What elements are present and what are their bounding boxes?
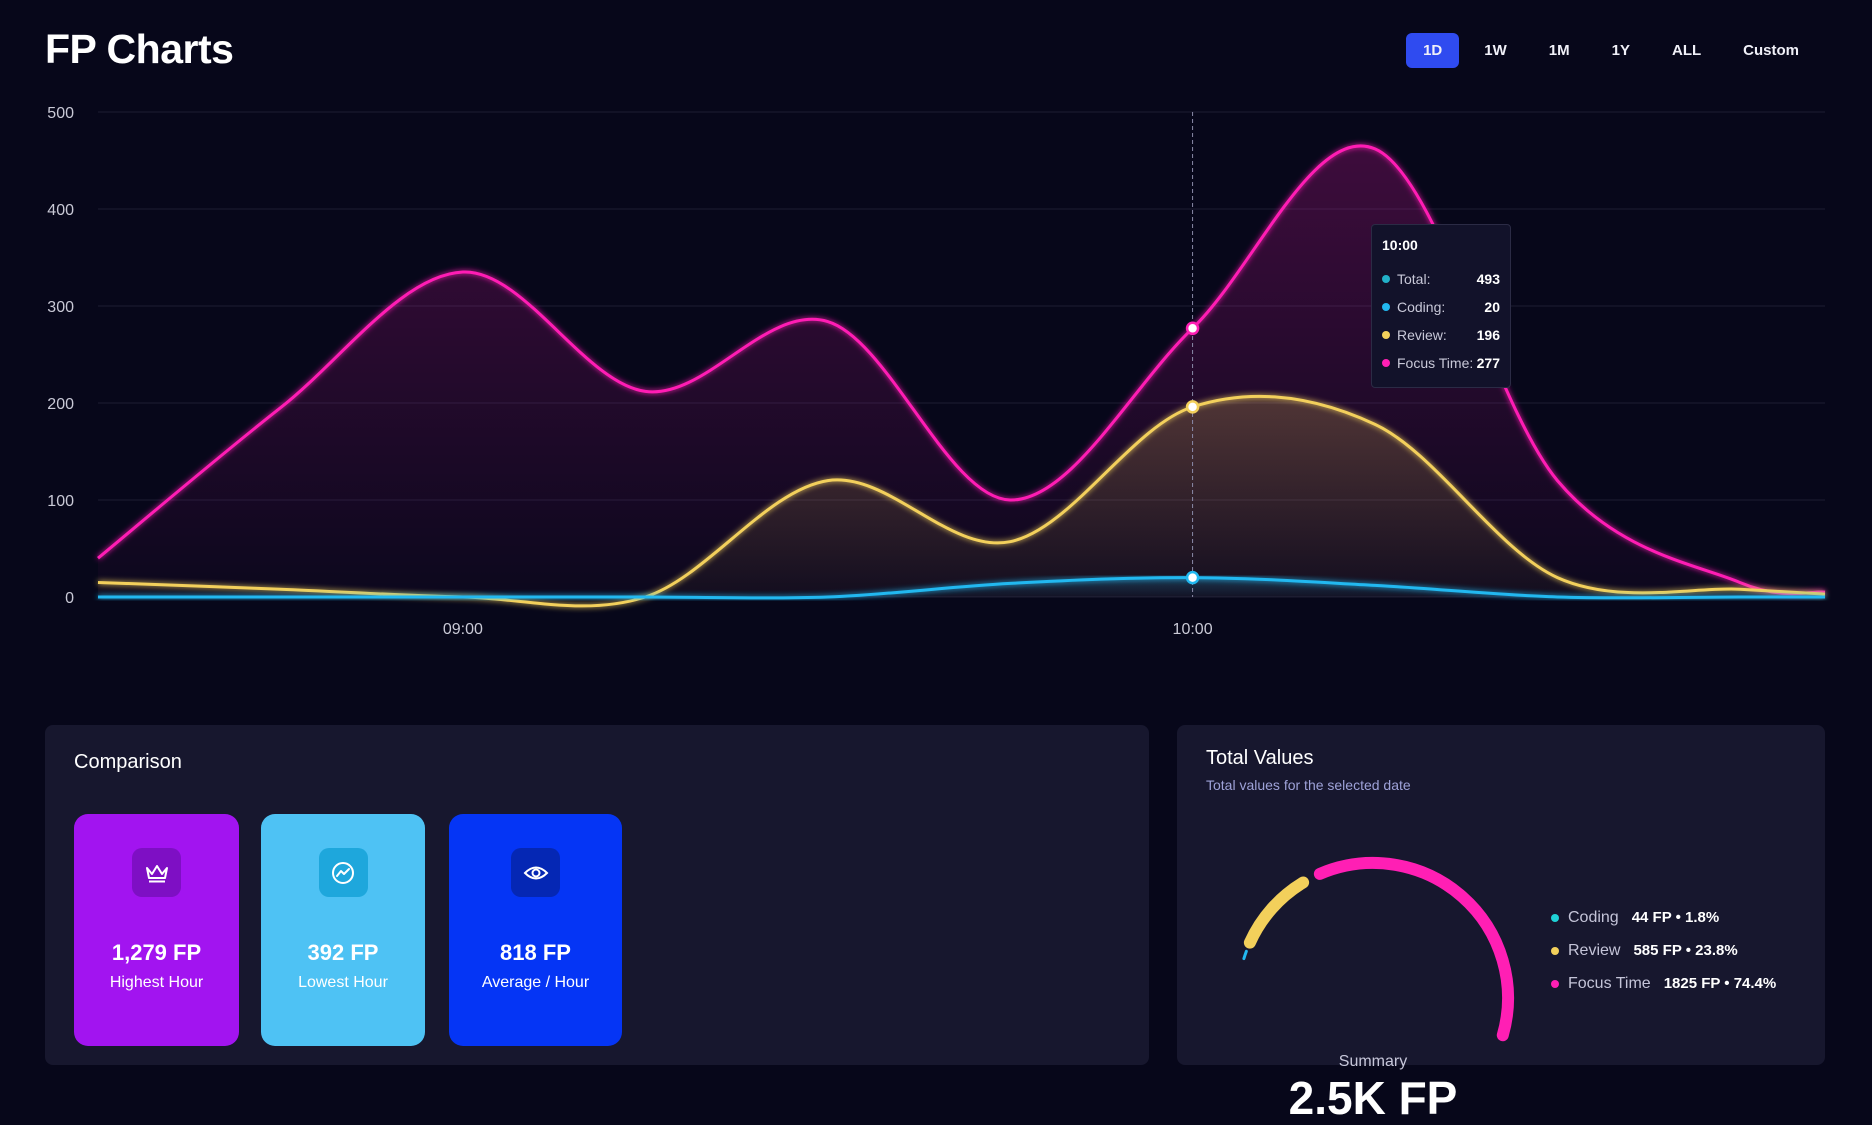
- tooltip-row-review: Review: 196: [1382, 321, 1500, 349]
- hover-point-review[interactable]: [1185, 400, 1200, 414]
- tooltip-value-coding: 20: [1484, 299, 1500, 315]
- fp-area-chart[interactable]: 0 100 200 300 400 500 09:00 10:00: [0, 0, 1872, 680]
- highest-hour-card[interactable]: 1,279 FP Highest Hour: [74, 814, 239, 1046]
- range-button-1d[interactable]: 1D: [1406, 33, 1460, 68]
- legend-value-review: 585 FP • 23.8%: [1633, 942, 1738, 959]
- range-button-1m[interactable]: 1M: [1548, 42, 1570, 59]
- crown-icon: [132, 848, 181, 897]
- series-line-coding[interactable]: [97, 576, 1825, 600]
- range-button-1y[interactable]: 1Y: [1611, 42, 1630, 59]
- lowest-hour-label: Lowest Hour: [298, 974, 388, 991]
- total-values-title: Total Values: [1206, 747, 1314, 769]
- range-button-custom[interactable]: Custom: [1743, 42, 1799, 59]
- range-button-all[interactable]: ALL: [1671, 42, 1702, 59]
- page-title: FP Charts: [45, 26, 234, 72]
- chart-tooltip: 10:00 Total: 493 Coding: 20 Review: 196 …: [1371, 224, 1511, 388]
- comparison-panel: Comparison 1,279 FP Highest Hour 392 FP …: [45, 725, 1149, 1065]
- summary-gauge: Summary 2.5K FP: [1223, 833, 1523, 1124]
- trend-icon: [318, 848, 368, 897]
- y-tick-label: 200: [47, 396, 74, 413]
- totals-legend: Coding 44 FP • 1.8% Review 585 FP • 23.8…: [1551, 901, 1776, 1000]
- tooltip-label-review: Review:: [1397, 327, 1447, 343]
- tooltip-value-review: 196: [1476, 327, 1500, 343]
- gauge-arc-review: [1243, 876, 1310, 949]
- total-values-subtitle: Total values for the selected date: [1206, 777, 1411, 793]
- summary-value: 2.5K FP: [1288, 1072, 1458, 1124]
- tooltip-dot-focus: [1382, 359, 1390, 367]
- time-range-selector: 1D 1W 1M 1Y ALL Custom: [1406, 33, 1816, 68]
- tooltip-value-focus: 277: [1476, 355, 1500, 371]
- legend-item-coding: Coding 44 FP • 1.8%: [1551, 901, 1776, 934]
- tooltip-label-coding: Coding:: [1397, 299, 1446, 315]
- average-hour-card[interactable]: 818 FP Average / Hour: [449, 814, 622, 1046]
- comparison-title: Comparison: [74, 751, 182, 773]
- tooltip-dot-coding: [1382, 303, 1390, 311]
- gauge-arc-coding: [1242, 949, 1248, 961]
- average-hour-label: Average / Hour: [481, 974, 590, 991]
- legend-dot-review: [1551, 946, 1559, 955]
- gauge-arc-focus: [1313, 857, 1514, 1042]
- hover-point-coding[interactable]: [1185, 570, 1200, 585]
- legend-name-review: Review: [1568, 941, 1621, 959]
- legend-dot-focus: [1551, 979, 1559, 988]
- series-line-review[interactable]: [97, 394, 1826, 608]
- legend-name-focus: Focus Time: [1568, 974, 1651, 992]
- legend-value-focus: 1825 FP • 74.4%: [1663, 975, 1777, 992]
- area-review: [98, 396, 1825, 606]
- y-tick-label: 100: [47, 493, 74, 510]
- range-button-1w[interactable]: 1W: [1484, 42, 1507, 59]
- total-values-panel: Total Values Total values for the select…: [1177, 725, 1825, 1124]
- lowest-hour-card[interactable]: 392 FP Lowest Hour: [261, 814, 425, 1046]
- legend-item-review: Review 585 FP • 23.8%: [1551, 934, 1776, 967]
- y-tick-label: 0: [65, 590, 74, 607]
- y-tick-label: 400: [47, 202, 74, 219]
- legend-dot-coding: [1551, 913, 1559, 922]
- tooltip-row-coding: Coding: 20: [1382, 293, 1500, 321]
- highest-hour-value: 1,279 FP: [111, 940, 202, 965]
- hover-point-focus-time[interactable]: [1185, 321, 1200, 336]
- legend-item-focus: Focus Time 1825 FP • 74.4%: [1551, 967, 1776, 1000]
- area-focus-time: [98, 145, 1825, 598]
- tooltip-label-total: Total:: [1397, 271, 1431, 287]
- highest-hour-label: Highest Hour: [109, 974, 204, 991]
- lowest-hour-value: 392 FP: [307, 940, 379, 965]
- tooltip-dot-total: [1382, 275, 1390, 283]
- legend-value-coding: 44 FP • 1.8%: [1631, 909, 1720, 926]
- average-hour-value: 818 FP: [500, 940, 571, 965]
- legend-name-coding: Coding: [1568, 908, 1619, 926]
- tooltip-dot-review: [1382, 331, 1390, 339]
- tooltip-value-total: 493: [1476, 271, 1500, 287]
- series-line-focus-time[interactable]: [97, 144, 1826, 596]
- summary-label: Summary: [1338, 1053, 1408, 1070]
- y-tick-label: 300: [47, 299, 74, 316]
- tooltip-time: 10:00: [1382, 237, 1418, 253]
- tooltip-row-total: Total: 493: [1382, 265, 1500, 293]
- x-tick-label: 09:00: [443, 621, 483, 638]
- tooltip-row-focus: Focus Time: 277: [1382, 349, 1500, 377]
- x-tick-label: 10:00: [1173, 621, 1213, 638]
- eye-icon: [511, 848, 560, 897]
- y-tick-label: 500: [47, 105, 74, 122]
- tooltip-label-focus: Focus Time:: [1397, 355, 1474, 371]
